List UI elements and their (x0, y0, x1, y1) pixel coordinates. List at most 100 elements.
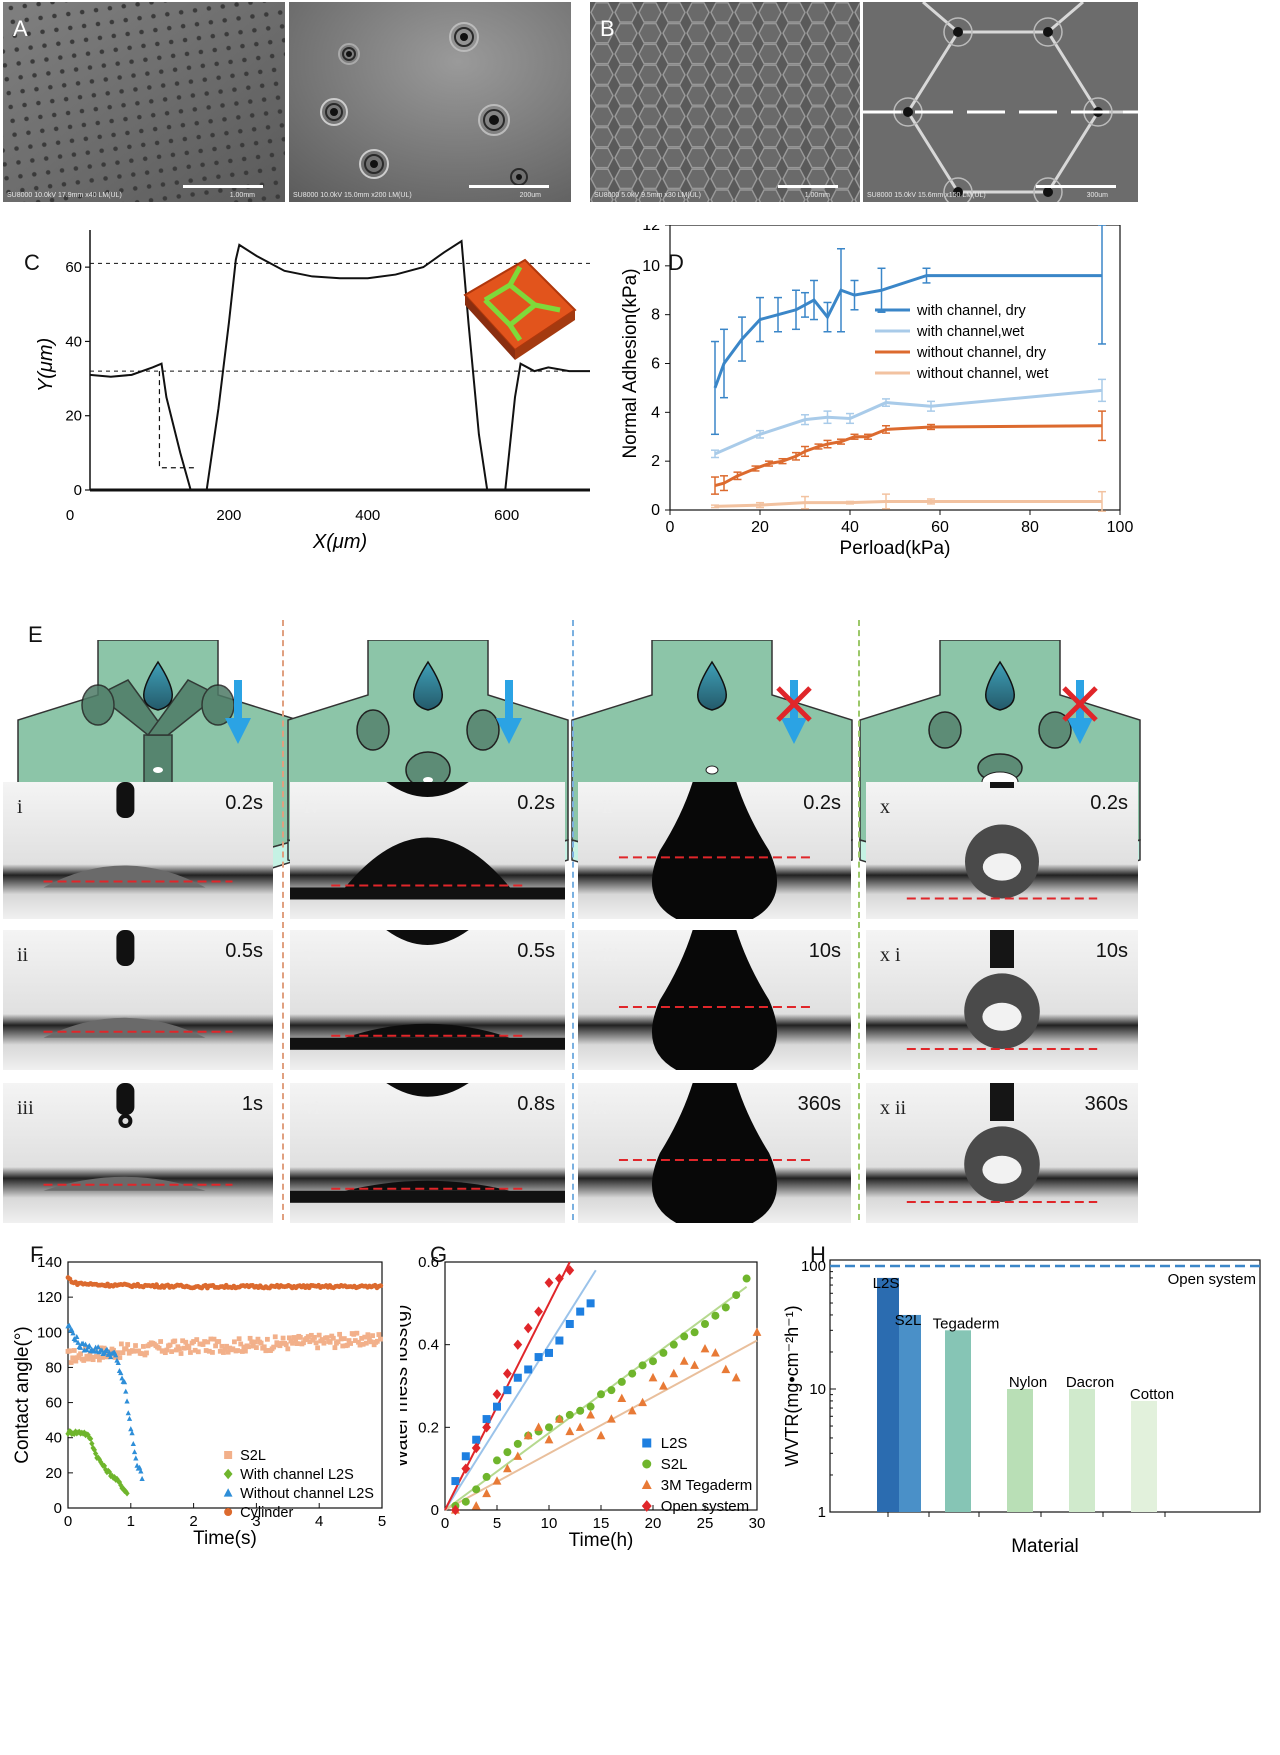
data-point (628, 1369, 637, 1378)
data-point (555, 1273, 564, 1284)
data-point (210, 1349, 215, 1355)
panel-label-g: G (430, 1242, 448, 1267)
photo-time-label: 0.2s (517, 792, 555, 814)
y-axis-label: Normal Adhesion(kPa) (620, 268, 641, 458)
y-tick-label: 20 (65, 408, 82, 425)
chart-c-profile: 0 200 400 600 0 20 40 60 X(μm) Y(μm) (35, 230, 590, 553)
data-point (87, 1352, 93, 1357)
data-point (95, 1353, 101, 1359)
data-point (67, 1348, 72, 1354)
droplet-photo: vi 0.8s (290, 1083, 565, 1223)
data-point (503, 1386, 512, 1395)
data-point (312, 1335, 317, 1340)
data-point (219, 1343, 225, 1349)
data-point (118, 1341, 124, 1347)
data-point (534, 1306, 543, 1317)
data-point (71, 1348, 77, 1353)
panel-label-b: B (600, 16, 615, 41)
data-point (291, 1335, 297, 1340)
data-point (310, 1337, 316, 1343)
data-point (115, 1350, 121, 1356)
x-tick-label: 40 (841, 519, 859, 536)
sem-texture-craters (289, 2, 571, 202)
data-point (101, 1345, 107, 1351)
reference-label: Open system (1168, 1271, 1256, 1288)
chart-d-adhesion: 0 20 40 60 80 100 0 2 4 6 8 10 12 with channel, dry wi… (620, 225, 1133, 559)
x-tick-label: 400 (355, 507, 380, 524)
data-point (120, 1350, 126, 1356)
blocked-arrow-icon (1062, 680, 1098, 744)
sem-texture-dimples (3, 2, 285, 202)
data-point (221, 1350, 226, 1355)
data-point (313, 1340, 319, 1346)
data-point (596, 1430, 606, 1440)
photo-time-label: 0.5s (517, 940, 555, 962)
y-tick-label: 6 (651, 356, 660, 373)
legend-label: with channel,wet (916, 324, 1024, 340)
sem-scale-label: 300um (1086, 192, 1108, 199)
data-point (162, 1350, 168, 1356)
droplet-photo: iii 1s (3, 1083, 273, 1223)
data-point (192, 1347, 198, 1353)
photo-time-label: 0.2s (803, 792, 841, 814)
data-point (544, 1277, 554, 1288)
scale-bar (1036, 185, 1116, 188)
data-point (305, 1334, 311, 1339)
photo-time-label: 0.5s (225, 940, 263, 962)
y-tick-label: 60 (45, 1395, 62, 1412)
data-point (206, 1348, 212, 1354)
y-tick-label: 0.6 (418, 1254, 439, 1271)
bar-label: Dacron (1066, 1374, 1114, 1391)
data-point (337, 1331, 343, 1337)
data-point (555, 1414, 564, 1423)
droplet-photo: x i 10s (866, 930, 1138, 1070)
data-point (471, 1442, 481, 1454)
x-axis-label: Material (1011, 1536, 1079, 1557)
inset-side (515, 310, 575, 360)
photo-roman-label: ii (17, 944, 29, 966)
y-tick-label: 100 (801, 1258, 826, 1275)
data-point (513, 1439, 522, 1448)
x-tick-label: 4 (315, 1513, 323, 1530)
data-point (139, 1351, 145, 1357)
data-point (378, 1336, 383, 1342)
data-point (263, 1348, 269, 1354)
x-tick-label: 20 (645, 1515, 662, 1532)
column-divider (282, 620, 284, 1220)
legend-marker (224, 1451, 233, 1459)
legend-marker (642, 1459, 652, 1469)
data-point (258, 1340, 264, 1346)
data-point (356, 1339, 361, 1345)
x-tick-label: 30 (749, 1515, 766, 1532)
data-point (239, 1349, 245, 1354)
data-point (360, 1341, 366, 1347)
data-point (648, 1372, 658, 1382)
data-point (75, 1339, 81, 1345)
y-tick-label: 0 (74, 482, 82, 499)
data-point (363, 1340, 369, 1346)
profile-3d-inset-icon (463, 258, 577, 360)
data-point (78, 1351, 83, 1357)
data-point (316, 1332, 322, 1338)
scale-bar (778, 185, 838, 188)
photo-roman-label: i (17, 796, 23, 818)
bar-label: Nylon (1009, 1374, 1047, 1391)
data-point (523, 1430, 533, 1440)
data-point (183, 1339, 189, 1345)
data-point (307, 1339, 313, 1345)
x-tick-label: 0 (441, 1515, 449, 1532)
data-point (191, 1339, 196, 1344)
data-point (217, 1348, 223, 1354)
column-divider (858, 620, 860, 1220)
data-point (195, 1349, 201, 1355)
scale-bar (469, 185, 549, 188)
data-point (113, 1352, 119, 1358)
data-point (216, 1339, 222, 1344)
data-point (565, 1410, 574, 1419)
data-point (357, 1342, 363, 1348)
bar (945, 1330, 971, 1512)
inset-channel (507, 323, 523, 342)
photo-time-label: 360s (797, 1093, 841, 1115)
data-point (711, 1348, 720, 1357)
bar (1007, 1389, 1033, 1512)
